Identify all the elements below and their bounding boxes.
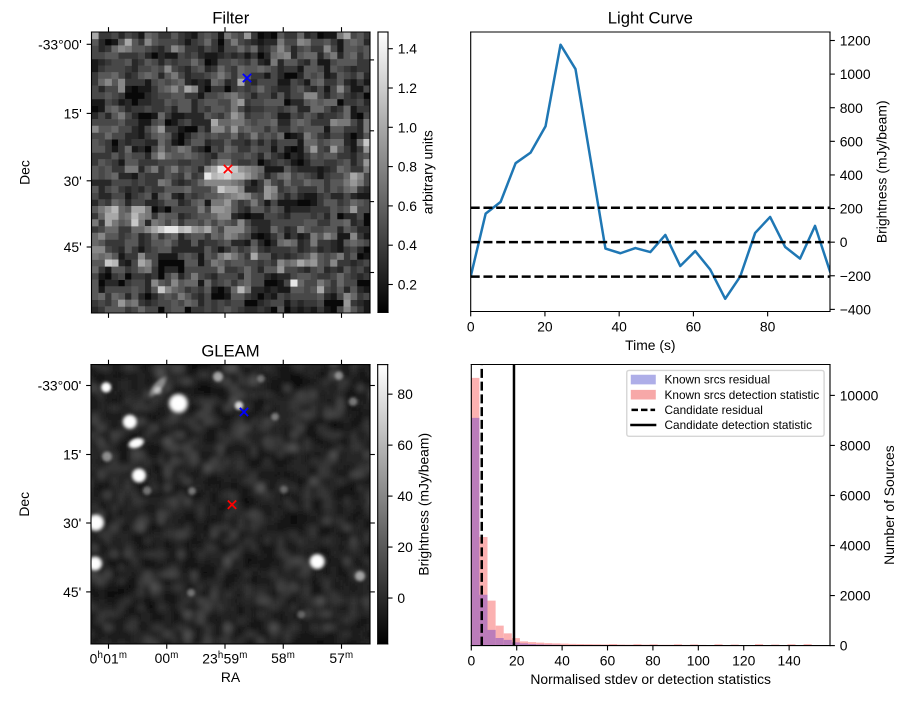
svg-text:Normalised stdev or detection: Normalised stdev or detection statistics: [530, 671, 771, 687]
svg-text:400: 400: [840, 167, 863, 183]
svg-text:60: 60: [397, 437, 413, 453]
svg-text:0 0 m: 0 0 m: [155, 643, 179, 668]
svg-text:Candidate detection statistic: Candidate detection statistic: [665, 418, 813, 432]
svg-text:Brightness (mJy/beam): Brightness (mJy/beam): [874, 100, 890, 243]
svg-text:0.4: 0.4: [398, 237, 418, 253]
svg-text:20: 20: [537, 318, 553, 334]
svg-text:1.2: 1.2: [398, 80, 418, 96]
svg-text:Filter: Filter: [212, 9, 249, 28]
svg-text:Light Curve: Light Curve: [608, 9, 693, 28]
svg-text:80: 80: [397, 386, 413, 402]
svg-text:6000: 6000: [840, 488, 871, 504]
svg-text:4000: 4000: [840, 538, 871, 554]
svg-text:−400: −400: [840, 301, 872, 317]
svg-text:60: 60: [686, 318, 702, 334]
svg-text:0: 0: [840, 234, 848, 250]
svg-text:30': 30': [63, 515, 81, 531]
svg-text:0: 0: [397, 590, 405, 606]
svg-text:Known srcs residual: Known srcs residual: [665, 373, 771, 387]
svg-text:40: 40: [397, 488, 413, 504]
svg-text:Brightness (mJy/beam): Brightness (mJy/beam): [415, 433, 431, 576]
svg-text:80: 80: [760, 318, 776, 334]
svg-text:40: 40: [611, 318, 627, 334]
svg-text:1.4: 1.4: [398, 41, 418, 57]
svg-text:0: 0: [840, 638, 848, 654]
svg-text:0.8: 0.8: [398, 159, 418, 175]
svg-text:40: 40: [554, 652, 570, 668]
svg-text:15': 15': [63, 447, 81, 463]
svg-text:-33°00': -33°00': [38, 378, 82, 394]
svg-text:Time (s): Time (s): [625, 337, 675, 353]
svg-text:140: 140: [778, 652, 801, 668]
svg-text:Dec: Dec: [16, 492, 32, 517]
svg-text:−200: −200: [840, 268, 872, 284]
svg-text:-33°00': -33°00': [38, 36, 82, 52]
svg-text:80: 80: [645, 652, 661, 668]
svg-text:60: 60: [600, 652, 616, 668]
svg-text:0 0 1: 0 0 1 h m: [90, 638, 127, 668]
svg-text:5 8 m: 5 8 m: [271, 643, 295, 668]
svg-text:GLEAM: GLEAM: [201, 341, 259, 360]
svg-text:5 7 m: 5 7 m: [329, 643, 353, 668]
svg-text:30': 30': [64, 173, 82, 189]
svg-text:20: 20: [397, 539, 413, 555]
svg-text:0.6: 0.6: [398, 198, 418, 214]
svg-text:Dec: Dec: [17, 160, 33, 185]
svg-text:8000: 8000: [840, 437, 871, 453]
svg-text:Number of Sources: Number of Sources: [881, 445, 897, 565]
svg-text:45': 45': [63, 584, 81, 600]
svg-text:RA: RA: [221, 669, 241, 685]
svg-text:600: 600: [840, 133, 863, 149]
svg-text:0.2: 0.2: [398, 277, 418, 293]
svg-text:Known srcs detection statistic: Known srcs detection statistic: [665, 388, 820, 402]
svg-text:10000: 10000: [840, 387, 879, 403]
svg-text:15': 15': [64, 105, 82, 121]
svg-text:2 3 5: 2 3 5 9 h m: [202, 638, 247, 668]
svg-text:1200: 1200: [840, 33, 871, 49]
svg-text:200: 200: [840, 201, 863, 217]
svg-text:45': 45': [64, 239, 82, 255]
svg-text:20: 20: [509, 652, 525, 668]
svg-text:120: 120: [732, 652, 755, 668]
svg-text:0: 0: [467, 318, 475, 334]
svg-text:1.0: 1.0: [398, 119, 418, 135]
svg-text:2000: 2000: [840, 588, 871, 604]
svg-text:800: 800: [840, 100, 863, 116]
svg-text:100: 100: [687, 652, 710, 668]
svg-text:Candidate residual: Candidate residual: [665, 403, 763, 417]
svg-text:arbitrary units: arbitrary units: [420, 130, 436, 214]
svg-text:1000: 1000: [840, 66, 871, 82]
svg-text:0: 0: [467, 652, 475, 668]
